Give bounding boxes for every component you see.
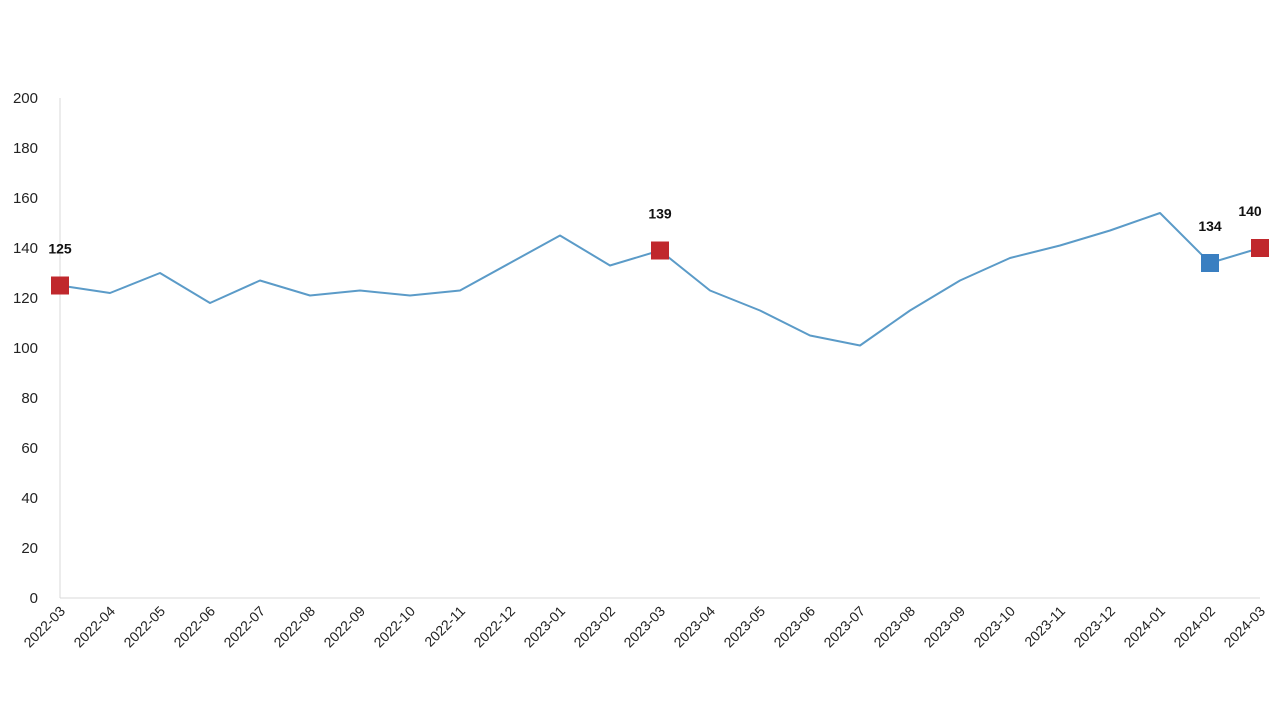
- y-tick-label: 140: [13, 240, 38, 257]
- y-tick-label: 80: [21, 390, 38, 407]
- highlight-markers: [51, 239, 1269, 295]
- x-tick-label: 2023-12: [1070, 603, 1118, 651]
- x-tick-label: 2022-11: [421, 603, 468, 650]
- x-tick-label: 2023-08: [870, 603, 918, 651]
- x-tick-label: 2022-10: [370, 603, 418, 651]
- x-tick-label: 2023-01: [520, 603, 568, 651]
- highlight-marker: [1201, 254, 1219, 272]
- x-tick-label: 2022-05: [120, 603, 168, 651]
- x-tick-label: 2024-01: [1120, 603, 1168, 651]
- highlight-marker: [51, 276, 69, 295]
- data-label: 139: [648, 206, 672, 222]
- x-tick-label: 2023-11: [1021, 603, 1068, 650]
- x-axis-ticks: 2022-03 2022-04 2022-05 2022-06 2022-07 2022-…: [20, 603, 1268, 651]
- y-tick-label: 40: [21, 490, 38, 507]
- x-tick-label: 2023-03: [620, 603, 668, 651]
- x-tick-label: 2022-08: [270, 603, 318, 651]
- data-label: 134: [1198, 218, 1222, 234]
- x-tick-label: 2024-03: [1220, 603, 1268, 651]
- data-label: 125: [48, 241, 72, 257]
- x-tick-label: 2023-05: [720, 603, 768, 651]
- x-tick-label: 2023-09: [920, 603, 968, 651]
- x-tick-label: 2023-06: [770, 603, 818, 651]
- x-tick-label: 2022-06: [170, 603, 218, 651]
- x-tick-label: 2022-12: [470, 603, 518, 651]
- x-tick-label: 2024-02: [1170, 603, 1218, 651]
- x-tick-label: 2023-02: [570, 603, 618, 651]
- y-tick-label: 180: [13, 140, 38, 157]
- y-tick-label: 120: [13, 290, 38, 307]
- x-tick-label: 2023-10: [970, 603, 1018, 651]
- y-tick-label: 60: [21, 440, 38, 457]
- x-tick-label: 2023-07: [820, 603, 868, 651]
- data-labels: 125 139 134 140: [48, 203, 1262, 257]
- x-tick-label: 2022-07: [220, 603, 268, 651]
- y-tick-label: 20: [21, 540, 38, 557]
- y-tick-label: 160: [13, 190, 38, 207]
- y-axis-ticks: 0 20 40 60 80 100 120 140 160 180 200: [13, 90, 38, 607]
- y-tick-label: 0: [30, 590, 38, 607]
- x-tick-label: 2022-04: [70, 603, 118, 651]
- data-label: 140: [1238, 203, 1262, 219]
- highlight-marker: [651, 241, 669, 260]
- x-tick-label: 2022-09: [320, 603, 368, 651]
- axes: [59, 98, 1260, 599]
- y-tick-label: 100: [13, 340, 38, 357]
- series-layer: [59, 212, 1261, 347]
- x-tick-label: 2022-03: [20, 603, 68, 651]
- highlight-marker: [1251, 239, 1269, 257]
- y-tick-label: 200: [13, 90, 38, 107]
- x-tick-label: 2023-04: [670, 603, 718, 651]
- series-line: [59, 212, 1261, 347]
